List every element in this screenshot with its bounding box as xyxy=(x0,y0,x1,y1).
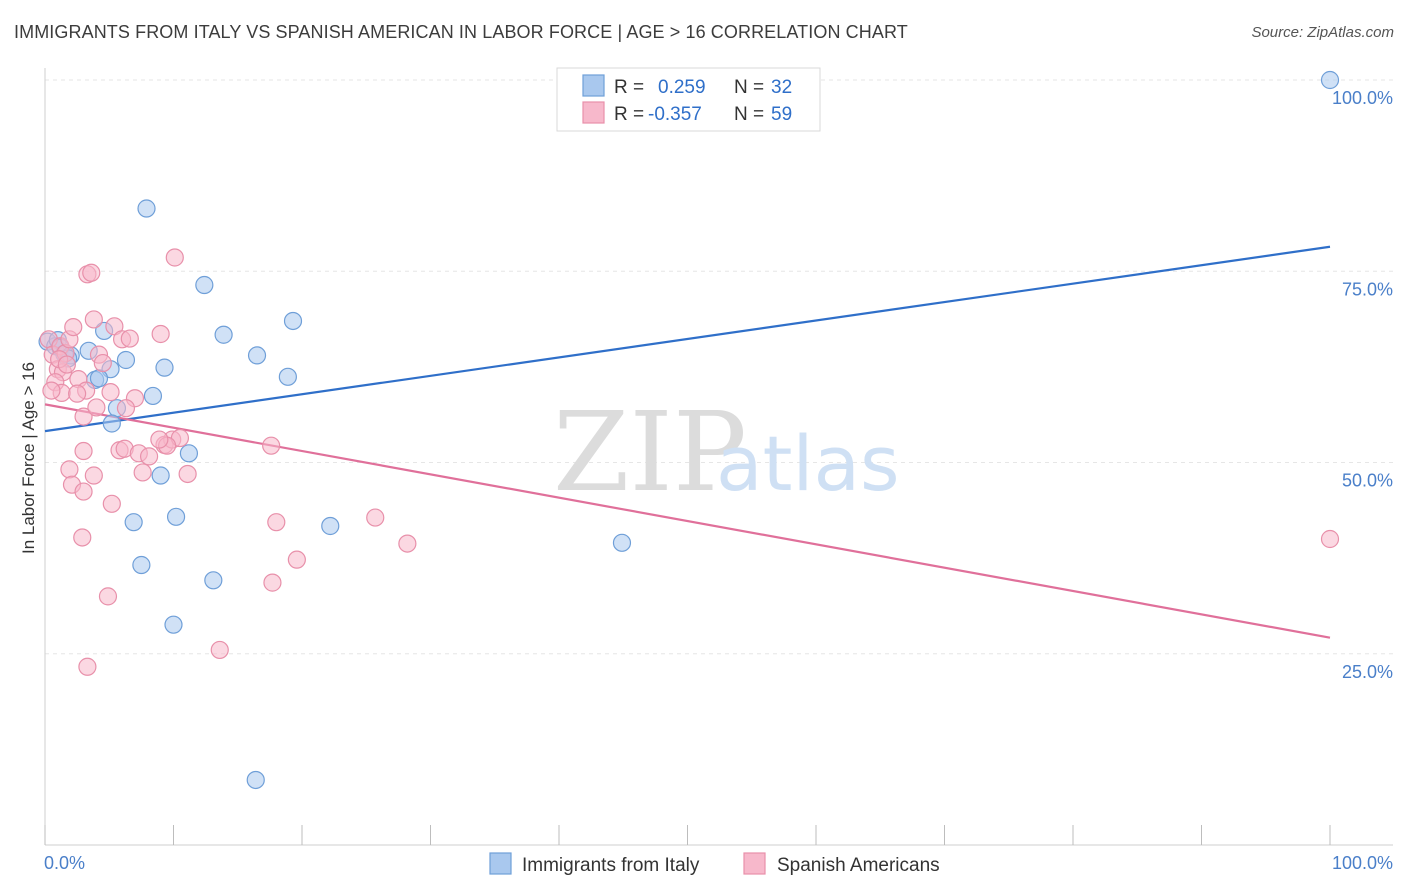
spanish-point xyxy=(287,550,306,569)
italy-point xyxy=(124,513,143,532)
spanish-point xyxy=(93,353,112,373)
spanish-point xyxy=(1320,529,1340,549)
y-tick-labels: 100.0% 75.0% 50.0% 25.0% xyxy=(1332,88,1393,682)
chart-title: IMMIGRANTS FROM ITALY VS SPANISH AMERICA… xyxy=(14,22,908,42)
spanish-point xyxy=(78,657,97,676)
y-tick-label: 100.0% xyxy=(1332,88,1393,108)
italy-point xyxy=(214,325,233,344)
italy-point xyxy=(143,386,163,406)
bottom-legend-swatch-spanish xyxy=(743,852,766,875)
italy-point xyxy=(179,444,199,463)
x-tick-labels: 0.0% 100.0% xyxy=(44,853,1393,873)
spanish-point xyxy=(116,399,136,418)
x-tick-label: 100.0% xyxy=(1332,853,1393,873)
watermark-atlas: atlas xyxy=(716,419,900,508)
spanish-point xyxy=(120,329,139,348)
spanish-point xyxy=(68,384,87,403)
italy-point xyxy=(246,770,265,790)
legend-swatch-spanish xyxy=(582,101,605,124)
legend-r-label: R = xyxy=(614,77,644,98)
y-axis-label: In Labor Force | Age > 16 xyxy=(19,362,38,554)
italy-point xyxy=(151,466,170,485)
italy-point xyxy=(278,367,297,386)
spanish-point xyxy=(74,482,93,501)
italy-point xyxy=(137,199,156,218)
bottom-legend-label-spanish: Spanish Americans xyxy=(777,855,940,876)
legend-n-value: 32 xyxy=(771,77,792,98)
spanish-point xyxy=(398,534,417,553)
spanish-point xyxy=(151,324,170,344)
italy-point xyxy=(132,555,151,575)
legend-n-value: 59 xyxy=(771,104,792,125)
italy-point xyxy=(283,311,303,331)
watermark-zip: ZIP xyxy=(553,388,747,516)
spanish-point xyxy=(263,573,282,592)
y-tick-label: 50.0% xyxy=(1342,471,1393,491)
spanish-point xyxy=(82,263,101,282)
trend-lines xyxy=(44,245,1331,639)
italy-point xyxy=(612,533,632,552)
legend-swatch-italy xyxy=(582,74,605,97)
bottom-legend-label-italy: Immigrants from Italy xyxy=(522,855,700,876)
legend-n-label: N = xyxy=(734,77,764,98)
italy-point xyxy=(195,275,214,295)
italy-point xyxy=(166,507,186,526)
italy-point xyxy=(164,615,183,634)
spanish-point xyxy=(366,508,385,527)
spanish-point xyxy=(73,528,92,547)
bottom-legend-swatch-italy xyxy=(489,852,512,875)
italy-point xyxy=(89,369,109,388)
italy-point xyxy=(247,346,267,365)
watermark: ZIP atlas xyxy=(553,388,900,516)
spanish-point xyxy=(262,436,281,455)
italy-trend-line xyxy=(44,245,1331,433)
spanish-point xyxy=(267,513,286,532)
spanish-point xyxy=(64,317,83,337)
x-tick-label: 0.0% xyxy=(44,853,85,873)
legend-n-label: N = xyxy=(734,104,764,125)
y-tick-label: 25.0% xyxy=(1342,662,1393,682)
spanish-point xyxy=(74,441,93,461)
italy-point xyxy=(116,350,136,370)
spanish-point xyxy=(60,460,79,479)
spanish-point xyxy=(210,640,229,660)
y-tick-label: 75.0% xyxy=(1342,279,1393,299)
italy-point xyxy=(102,414,121,433)
spanish-point xyxy=(84,466,103,485)
spanish-point xyxy=(178,464,197,484)
italy-point xyxy=(155,358,174,377)
spanish-point xyxy=(57,355,76,374)
spanish-point xyxy=(87,398,106,417)
bottom-legend: Immigrants from Italy Spanish Americans xyxy=(489,852,940,876)
legend: R = 0.259 N = 32 R = -0.357 N = 59 xyxy=(556,67,821,132)
legend-r-label: R = xyxy=(614,104,644,125)
spanish-point xyxy=(165,248,184,267)
axes xyxy=(44,68,1393,846)
legend-r-value: -0.357 xyxy=(648,104,702,125)
spanish-point xyxy=(42,381,61,400)
legend-r-value: 0.259 xyxy=(658,77,706,98)
data-points xyxy=(38,70,1340,790)
spanish-point xyxy=(139,447,159,466)
spanish-point xyxy=(133,463,152,482)
spanish-trend-line xyxy=(44,403,1331,639)
grid-lines xyxy=(45,79,1393,655)
italy-point xyxy=(321,516,340,536)
italy-point xyxy=(1320,70,1340,90)
source-label: Source: ZipAtlas.com xyxy=(1251,24,1394,41)
italy-point xyxy=(204,571,223,590)
spanish-point xyxy=(74,407,93,426)
spanish-point xyxy=(84,310,103,329)
spanish-point xyxy=(150,430,169,449)
spanish-point xyxy=(101,383,120,402)
spanish-point xyxy=(102,494,121,513)
spanish-point xyxy=(98,587,118,606)
